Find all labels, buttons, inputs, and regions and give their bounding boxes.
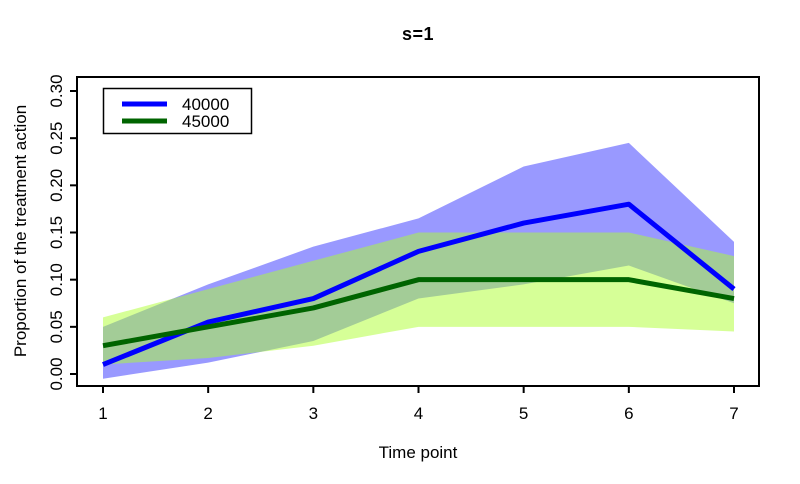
series-line-45000 [102,277,735,349]
x-tick-label: 3 [309,404,318,423]
y-tick-label: 0.20 [47,169,66,202]
y-tick-label: 0.30 [47,74,66,107]
x-tick-label: 1 [98,404,107,423]
y-tick-label: 0.00 [47,357,66,390]
series-line-40000 [102,201,736,367]
legend-label-45000: 45000 [182,112,229,131]
y-axis-title: Proportion of the treatment action [11,104,30,358]
x-tick-label: 2 [203,404,212,423]
legend-label-40000: 40000 [182,95,229,114]
x-tick-label: 7 [729,404,738,423]
x-axis-title: Time point [378,443,458,462]
confidence-band-45000 [103,232,735,365]
legend-box [102,87,253,135]
x-tick-label: 5 [519,404,528,423]
y-tick-label: 0.15 [47,216,66,249]
chart-title: s=1 [401,24,435,44]
y-tick-label: 0.10 [47,263,66,296]
y-tick-label: 0.05 [47,310,66,343]
x-tick-label: 6 [624,404,633,423]
x-tick-label: 4 [414,404,423,423]
y-tick-label: 0.25 [47,122,66,155]
